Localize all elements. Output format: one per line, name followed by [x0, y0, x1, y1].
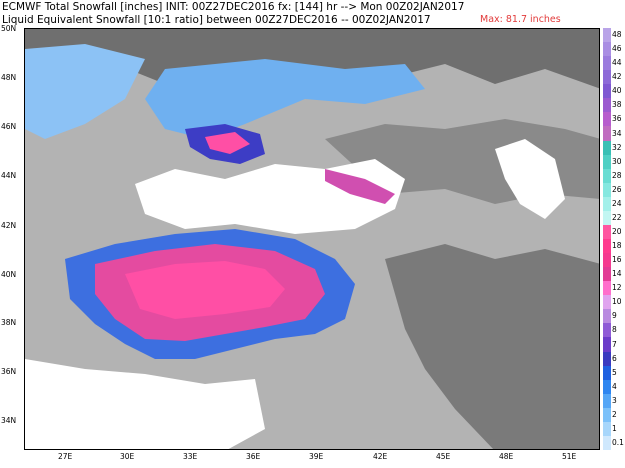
colorbar-label: 4: [612, 381, 617, 391]
colorbar-label: 0.1: [612, 437, 624, 447]
colorbar-swatch: [603, 351, 611, 367]
colorbar-swatch: [603, 42, 611, 57]
lon-label: 51E: [562, 452, 577, 461]
colorbar-label: 38: [612, 100, 622, 110]
lat-label: 46N: [1, 122, 17, 131]
colorbar-swatch: [603, 393, 611, 409]
lon-label: 45E: [436, 452, 451, 461]
max-value-label: Max: 81.7 inches: [480, 14, 561, 25]
colorbar-label: 44: [612, 58, 622, 68]
colorbar-swatch: [603, 140, 611, 156]
colorbar-swatch: [603, 323, 611, 338]
lon-label: 27E: [58, 452, 73, 461]
snow-caucasus: [325, 169, 395, 204]
colorbar-swatch: [603, 309, 611, 324]
map-subtitle: Liquid Equivalent Snowfall [10:1 ratio] …: [2, 14, 431, 26]
colorbar-label: 46: [612, 44, 622, 54]
lat-label: 42N: [1, 221, 17, 230]
colorbar-label: 26: [612, 184, 622, 194]
colorbar-label: 10: [612, 297, 622, 307]
lon-label: 48E: [499, 452, 514, 461]
blue-band-west: [25, 44, 145, 139]
snowfall-map: [24, 28, 600, 450]
lon-label: 30E: [120, 452, 135, 461]
colorbar-label: 22: [612, 212, 622, 222]
lon-label: 39E: [309, 452, 324, 461]
colorbar-label: 34: [612, 128, 622, 138]
colorbar-label: 42: [612, 72, 622, 82]
gray-band-east: [385, 244, 599, 449]
colorbar-swatch: [603, 337, 611, 353]
colorbar-swatch: [603, 154, 611, 170]
colorbar-label: 2: [612, 409, 617, 419]
snow-crimea-core: [205, 132, 250, 154]
mediterranean-sea: [25, 359, 265, 449]
colorbar-label: 8: [612, 325, 617, 335]
lat-label: 36N: [1, 367, 17, 376]
lat-label: 38N: [1, 318, 17, 327]
lat-label: 40N: [1, 270, 17, 279]
colorbar: [603, 28, 611, 451]
colorbar-swatch: [603, 407, 611, 423]
lon-label: 33E: [183, 452, 198, 461]
lat-label: 48N: [1, 73, 17, 82]
colorbar-swatch: [603, 98, 611, 113]
map-title: ECMWF Total Snowfall [inches] INIT: 00Z2…: [2, 1, 465, 13]
colorbar-label: 12: [612, 283, 622, 293]
colorbar-label: 6: [612, 353, 617, 363]
snowfall-map-canvas: [25, 29, 599, 449]
map-header: ECMWF Total Snowfall [inches] INIT: 00Z2…: [0, 0, 625, 28]
lat-label: 44N: [1, 171, 17, 180]
blue-band-ukraine: [145, 59, 425, 139]
colorbar-swatch: [603, 210, 611, 226]
colorbar-swatch: [603, 112, 611, 127]
colorbar-swatch: [603, 224, 611, 240]
colorbar-label: 24: [612, 198, 622, 208]
colorbar-swatch: [603, 182, 611, 198]
caspian-sea: [495, 139, 565, 219]
colorbar-swatch: [603, 365, 611, 381]
snow-turkey-core: [125, 261, 285, 319]
colorbar-swatch: [603, 253, 611, 268]
colorbar-label: 1: [612, 423, 617, 433]
colorbar-label: 28: [612, 170, 622, 180]
colorbar-label: 40: [612, 86, 622, 96]
colorbar-swatch: [603, 168, 611, 184]
colorbar-label: 30: [612, 156, 622, 166]
colorbar-label: 7: [612, 339, 617, 349]
colorbar-swatch: [603, 281, 611, 296]
lat-label: 50N: [1, 24, 17, 33]
colorbar-label: 32: [612, 142, 622, 152]
colorbar-swatch: [603, 239, 611, 254]
colorbar-label: 5: [612, 367, 617, 377]
colorbar-swatch: [603, 126, 611, 142]
colorbar-label: 36: [612, 114, 622, 124]
colorbar-swatch: [603, 379, 611, 395]
lon-label: 42E: [373, 452, 388, 461]
colorbar-swatch: [603, 56, 611, 71]
colorbar-label: 3: [612, 395, 617, 405]
colorbar-swatch: [603, 84, 611, 99]
colorbar-label: 9: [612, 311, 617, 321]
colorbar-label: 20: [612, 226, 622, 236]
colorbar-swatch: [603, 295, 611, 310]
colorbar-label: 18: [612, 241, 622, 251]
lon-label: 36E: [246, 452, 261, 461]
colorbar-swatch: [603, 421, 611, 437]
colorbar-swatch: [603, 196, 611, 212]
colorbar-swatch: [603, 70, 611, 85]
colorbar-swatch: [603, 28, 611, 43]
colorbar-swatch: [603, 435, 611, 451]
lat-label: 34N: [1, 416, 17, 425]
colorbar-swatch: [603, 267, 611, 282]
colorbar-label: 14: [612, 269, 622, 279]
colorbar-label: 48: [612, 30, 622, 40]
colorbar-label: 16: [612, 255, 622, 265]
